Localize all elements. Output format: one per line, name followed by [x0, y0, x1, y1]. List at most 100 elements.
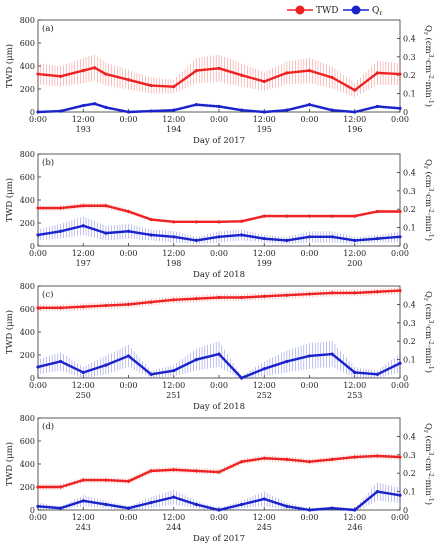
ytick-left-label: 400 — [20, 328, 35, 337]
xtick-time-label: 12:00 — [343, 381, 366, 390]
data-point — [375, 71, 379, 75]
ytick-right-label: 0.2 — [403, 469, 416, 478]
ytick-left-label: 800 — [20, 16, 35, 25]
data-point — [104, 231, 108, 235]
ytick-left-label: 0 — [30, 506, 35, 515]
data-point — [36, 206, 40, 210]
data-point — [262, 367, 266, 371]
data-point — [194, 103, 198, 107]
data-point — [285, 457, 289, 461]
data-point — [172, 235, 176, 239]
ytick-right-label: 0 — [403, 108, 408, 117]
xtick-time-label: 0:00 — [29, 115, 47, 124]
data-point — [194, 238, 198, 243]
xtick-day-label: 251 — [166, 391, 181, 400]
data-point — [81, 204, 85, 208]
x-axis-label: Day of 2017 — [193, 534, 245, 544]
xtick-time-label: 0:00 — [29, 513, 47, 522]
data-point — [36, 306, 40, 310]
data-point — [81, 499, 85, 503]
xtick-day-label: 250 — [76, 391, 91, 400]
ytick-left-label: 800 — [20, 414, 35, 423]
y-axis-right-label: Qr (cm3·cm-2·min-1) — [422, 25, 434, 107]
xtick-day-label: 243 — [76, 523, 91, 532]
series-line — [38, 204, 400, 224]
series-q — [36, 341, 402, 380]
xtick-day-label: 246 — [347, 523, 362, 532]
data-point — [240, 73, 244, 77]
data-point — [126, 78, 131, 82]
data-point — [59, 109, 63, 113]
plot-frame — [37, 417, 401, 511]
data-point — [104, 502, 108, 507]
xtick-time-label: 12:00 — [253, 513, 276, 522]
xtick-time-label: 0:00 — [210, 513, 228, 522]
data-point — [36, 365, 40, 369]
data-point — [126, 229, 131, 233]
data-point — [262, 237, 266, 241]
xtick-time-label: 0:00 — [120, 249, 138, 258]
xtick-time-label: 0:00 — [120, 513, 138, 522]
ytick-left-label: 200 — [20, 351, 35, 360]
ytick-right-label: 0.1 — [403, 90, 416, 99]
data-point — [81, 478, 85, 482]
ytick-right-label: 0.2 — [403, 337, 416, 346]
data-point — [172, 298, 176, 302]
xtick-time-label: 12:00 — [72, 115, 95, 124]
data-point — [217, 352, 221, 356]
data-point — [172, 85, 176, 89]
data-point — [36, 504, 40, 508]
data-point — [126, 479, 131, 483]
y-axis-right-label: Qr (cm3·cm-2·min-1) — [422, 159, 434, 241]
legend: TWD Qr — [287, 5, 382, 17]
data-point — [126, 354, 131, 358]
data-point — [375, 237, 379, 241]
series-line — [37, 66, 401, 92]
data-point — [262, 497, 266, 501]
data-point — [398, 361, 402, 365]
data-point — [172, 108, 176, 112]
data-point — [81, 224, 85, 228]
data-point — [307, 235, 312, 239]
ytick-right-label: 0.3 — [403, 53, 416, 62]
data-point — [240, 295, 244, 300]
data-point — [330, 214, 334, 218]
xtick-time-label: 12:00 — [253, 115, 276, 124]
data-point — [194, 502, 198, 507]
xtick-time-label: 0:00 — [301, 115, 319, 124]
ytick-left-label: 800 — [20, 282, 35, 291]
ytick-right-label: 0.3 — [403, 187, 416, 196]
xtick-time-label: 0:00 — [391, 513, 409, 522]
data-point — [353, 110, 357, 114]
y-axis-left-label: TWD (μm) — [4, 178, 15, 222]
data-point — [59, 485, 63, 489]
xtick-time-label: 0:00 — [120, 115, 138, 124]
ytick-right-label: 0.2 — [403, 71, 416, 80]
data-point — [330, 75, 334, 80]
data-point — [149, 372, 153, 376]
ytick-right-label: 0 — [403, 506, 408, 515]
data-point — [81, 69, 85, 73]
data-point — [330, 457, 334, 461]
xtick-time-label: 12:00 — [72, 381, 95, 390]
xtick-time-label: 12:00 — [162, 115, 185, 124]
xtick-time-label: 0:00 — [29, 381, 47, 390]
ytick-left-label: 600 — [20, 305, 35, 314]
data-point — [194, 297, 198, 301]
data-point — [217, 508, 221, 512]
ytick-left-label: 400 — [20, 460, 35, 469]
data-point — [172, 495, 176, 499]
xtick-time-label: 0:00 — [391, 381, 409, 390]
panel-label: (b) — [42, 157, 54, 168]
data-point — [307, 214, 312, 218]
data-point — [81, 305, 85, 309]
data-point — [307, 354, 312, 358]
data-point — [375, 209, 379, 214]
data-point — [104, 478, 108, 482]
data-point — [194, 358, 198, 362]
xtick-day-label: 252 — [257, 391, 272, 400]
data-point — [217, 104, 221, 109]
ytick-left-label: 400 — [20, 62, 35, 71]
data-point — [36, 485, 40, 489]
data-point — [92, 102, 97, 106]
